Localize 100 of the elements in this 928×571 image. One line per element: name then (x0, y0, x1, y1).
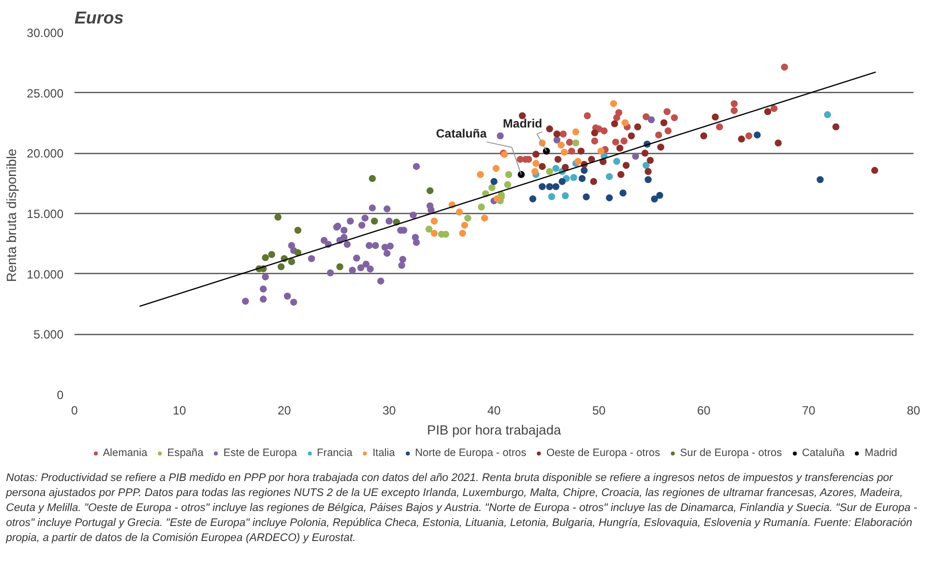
point (642, 150, 649, 157)
point (430, 230, 438, 237)
point (353, 254, 360, 262)
point (546, 168, 554, 175)
point (612, 138, 620, 146)
point (428, 206, 435, 214)
point (532, 150, 540, 158)
point (657, 144, 664, 151)
point (712, 113, 719, 120)
point (730, 107, 738, 114)
point (362, 260, 370, 268)
point (478, 203, 485, 210)
legend-label: Norte de Europa - otros (414, 447, 526, 459)
point (412, 238, 420, 246)
point (578, 175, 586, 182)
y-axis-title: Renta bruta disponible (4, 148, 19, 282)
point (560, 130, 567, 138)
point (634, 123, 642, 130)
point (611, 120, 618, 128)
x-tick-label: 40 (487, 404, 501, 418)
point (582, 193, 590, 200)
point (553, 136, 560, 144)
point (620, 137, 628, 144)
point (781, 64, 788, 71)
x-tick-label: 80 (906, 404, 920, 418)
point (366, 266, 374, 272)
point (774, 140, 782, 147)
point (481, 214, 488, 222)
point (656, 192, 664, 199)
point (326, 269, 334, 276)
point (490, 178, 498, 186)
legend-label: Alemania (102, 447, 148, 459)
point (410, 212, 417, 219)
point (546, 183, 554, 190)
point (832, 123, 840, 130)
point (546, 125, 554, 132)
y-tick-label: 0 (56, 388, 64, 402)
chart-title: Euros (74, 8, 124, 28)
legend-label: Cataluña (802, 447, 845, 459)
x-tick-label: 70 (802, 404, 816, 418)
point (622, 162, 630, 169)
point (425, 226, 432, 233)
point (572, 140, 580, 147)
legend-label: Italia (372, 447, 395, 459)
x-tick-label: 50 (592, 404, 606, 418)
point (622, 119, 629, 126)
point (290, 298, 298, 306)
point (610, 100, 618, 108)
point (646, 156, 654, 164)
legend-label: Oeste de Europa - otros (546, 447, 660, 459)
point (548, 193, 556, 200)
point (262, 273, 269, 280)
point (284, 292, 291, 300)
point (288, 258, 296, 266)
x-tick-label: 10 (172, 404, 186, 418)
point (464, 214, 472, 222)
point (529, 195, 536, 202)
legend-label: Madrid (864, 447, 898, 459)
point (554, 156, 562, 163)
point (538, 162, 546, 170)
point (562, 192, 569, 200)
text: Notas: Productividad se refiere a PIB medido en PPP por hora trabajada con datos del año 2021. Renta bruta disponible se refiere a ingresos netos de impuestos y transferencias por persona ajustados por PPP. Datos para todas las regiones NUTS 2 de la UE excepto Irlanda, Luxemburgo, Malta, Chipre, Croacia, las regiones de ultramar francesas, Azores, Madeira, Ceuta y Melilla. "Oeste de Europa - otros" incluye las regiones de Bélgica, Páises Bajos y Austria. "Norte de Europa - otros" incluye las de Dinamarca, Finlandia y Suecia. "Sur de Europa - otros" incluye Portugal y Grecia. "Este de Europa" incluye Polonia, República Checa, Estonia, Lituania, Letonia, Bulgaria, Hungría, Eslovaquia, Eslovenia y Rumanía. Fuente: Elaboración propia, a partir de datos de la Comisión Europea (ARDECO) y Eurostat. (6, 471, 918, 546)
point (542, 148, 550, 155)
point (700, 132, 708, 140)
point (488, 184, 496, 192)
point (738, 136, 746, 143)
point (260, 286, 267, 293)
point (531, 168, 538, 175)
point (268, 251, 276, 258)
point (644, 176, 652, 184)
point (260, 296, 267, 303)
point (632, 152, 640, 160)
point (578, 148, 585, 155)
point (660, 119, 668, 126)
y-tick-label: 5.000 (33, 328, 64, 342)
point (648, 116, 655, 124)
point (644, 168, 652, 175)
y-tick-label: 10.000 (26, 267, 64, 282)
point (368, 204, 376, 212)
point (492, 164, 500, 172)
point (278, 263, 285, 270)
point (368, 175, 376, 182)
x-tick-label: 20 (278, 404, 292, 418)
point (650, 196, 658, 203)
point (461, 222, 468, 229)
point (538, 183, 546, 190)
point (294, 226, 302, 234)
point (358, 222, 366, 229)
point (384, 205, 391, 212)
point (430, 218, 438, 225)
point (552, 183, 560, 190)
y-tick-label: 15.000 (26, 207, 64, 221)
point (456, 208, 463, 216)
point (616, 144, 624, 152)
point (566, 138, 574, 146)
point (816, 176, 824, 184)
point (619, 189, 626, 196)
point (590, 178, 598, 186)
point (262, 254, 269, 262)
legend-label: Sur de Europa - otros (680, 447, 782, 459)
